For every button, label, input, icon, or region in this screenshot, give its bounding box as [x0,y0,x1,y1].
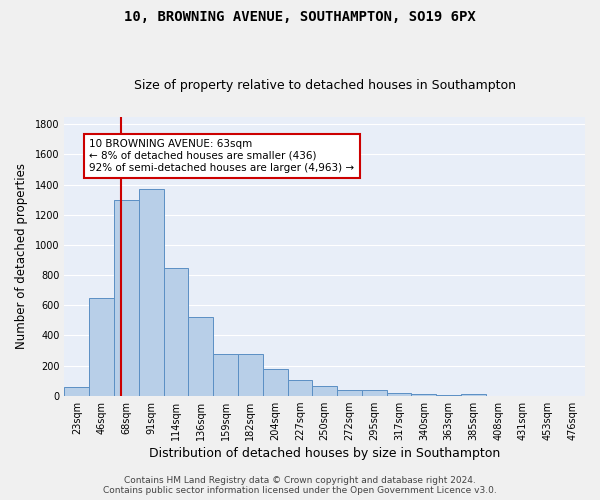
Text: 10 BROWNING AVENUE: 63sqm
← 8% of detached houses are smaller (436)
92% of semi-: 10 BROWNING AVENUE: 63sqm ← 8% of detach… [89,140,355,172]
X-axis label: Distribution of detached houses by size in Southampton: Distribution of detached houses by size … [149,447,500,460]
Bar [461,394,486,396]
Bar [436,395,461,396]
Bar [362,390,386,396]
Bar [263,370,287,396]
Text: 10, BROWNING AVENUE, SOUTHAMPTON, SO19 6PX: 10, BROWNING AVENUE, SOUTHAMPTON, SO19 6… [124,10,476,24]
Bar [313,386,337,396]
Bar [337,390,362,396]
Bar [238,354,263,396]
Y-axis label: Number of detached properties: Number of detached properties [15,163,28,349]
Bar [287,380,313,396]
Bar [139,189,164,396]
Bar [64,388,89,396]
Title: Size of property relative to detached houses in Southampton: Size of property relative to detached ho… [134,79,516,92]
Bar [89,298,114,396]
Text: Contains HM Land Registry data © Crown copyright and database right 2024.
Contai: Contains HM Land Registry data © Crown c… [103,476,497,495]
Bar [164,268,188,396]
Bar [412,394,436,396]
Bar [114,200,139,396]
Bar [188,316,213,396]
Bar [386,392,412,396]
Bar [213,354,238,396]
